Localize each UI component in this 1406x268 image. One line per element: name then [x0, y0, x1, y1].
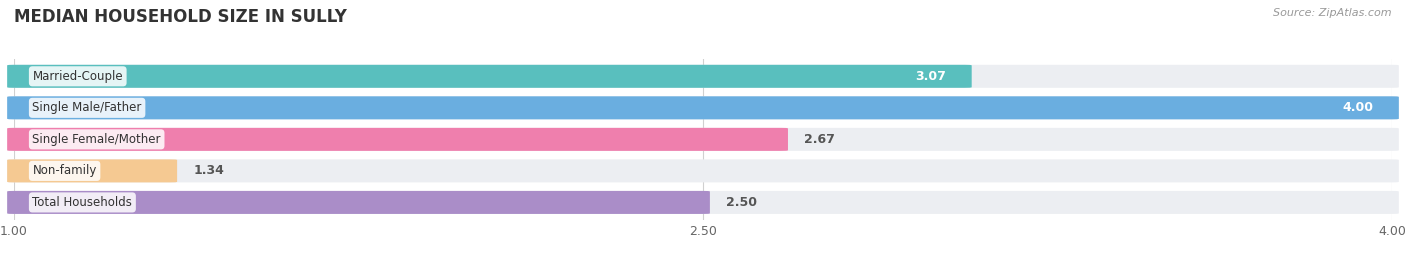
- Text: 4.00: 4.00: [1343, 101, 1374, 114]
- FancyBboxPatch shape: [7, 96, 1399, 119]
- Text: Source: ZipAtlas.com: Source: ZipAtlas.com: [1274, 8, 1392, 18]
- Text: Total Households: Total Households: [32, 196, 132, 209]
- Text: Non-family: Non-family: [32, 164, 97, 177]
- Text: Single Female/Mother: Single Female/Mother: [32, 133, 160, 146]
- FancyBboxPatch shape: [7, 65, 1399, 88]
- Text: 2.50: 2.50: [725, 196, 756, 209]
- FancyBboxPatch shape: [7, 65, 972, 88]
- FancyBboxPatch shape: [7, 191, 710, 214]
- FancyBboxPatch shape: [7, 159, 177, 183]
- Text: Married-Couple: Married-Couple: [32, 70, 124, 83]
- FancyBboxPatch shape: [7, 159, 1399, 183]
- FancyBboxPatch shape: [7, 96, 1399, 119]
- FancyBboxPatch shape: [7, 128, 1399, 151]
- FancyBboxPatch shape: [7, 191, 1399, 214]
- Text: 1.34: 1.34: [193, 164, 224, 177]
- Text: MEDIAN HOUSEHOLD SIZE IN SULLY: MEDIAN HOUSEHOLD SIZE IN SULLY: [14, 8, 347, 26]
- Text: Single Male/Father: Single Male/Father: [32, 101, 142, 114]
- Text: 2.67: 2.67: [804, 133, 835, 146]
- FancyBboxPatch shape: [7, 128, 787, 151]
- Text: 3.07: 3.07: [915, 70, 946, 83]
